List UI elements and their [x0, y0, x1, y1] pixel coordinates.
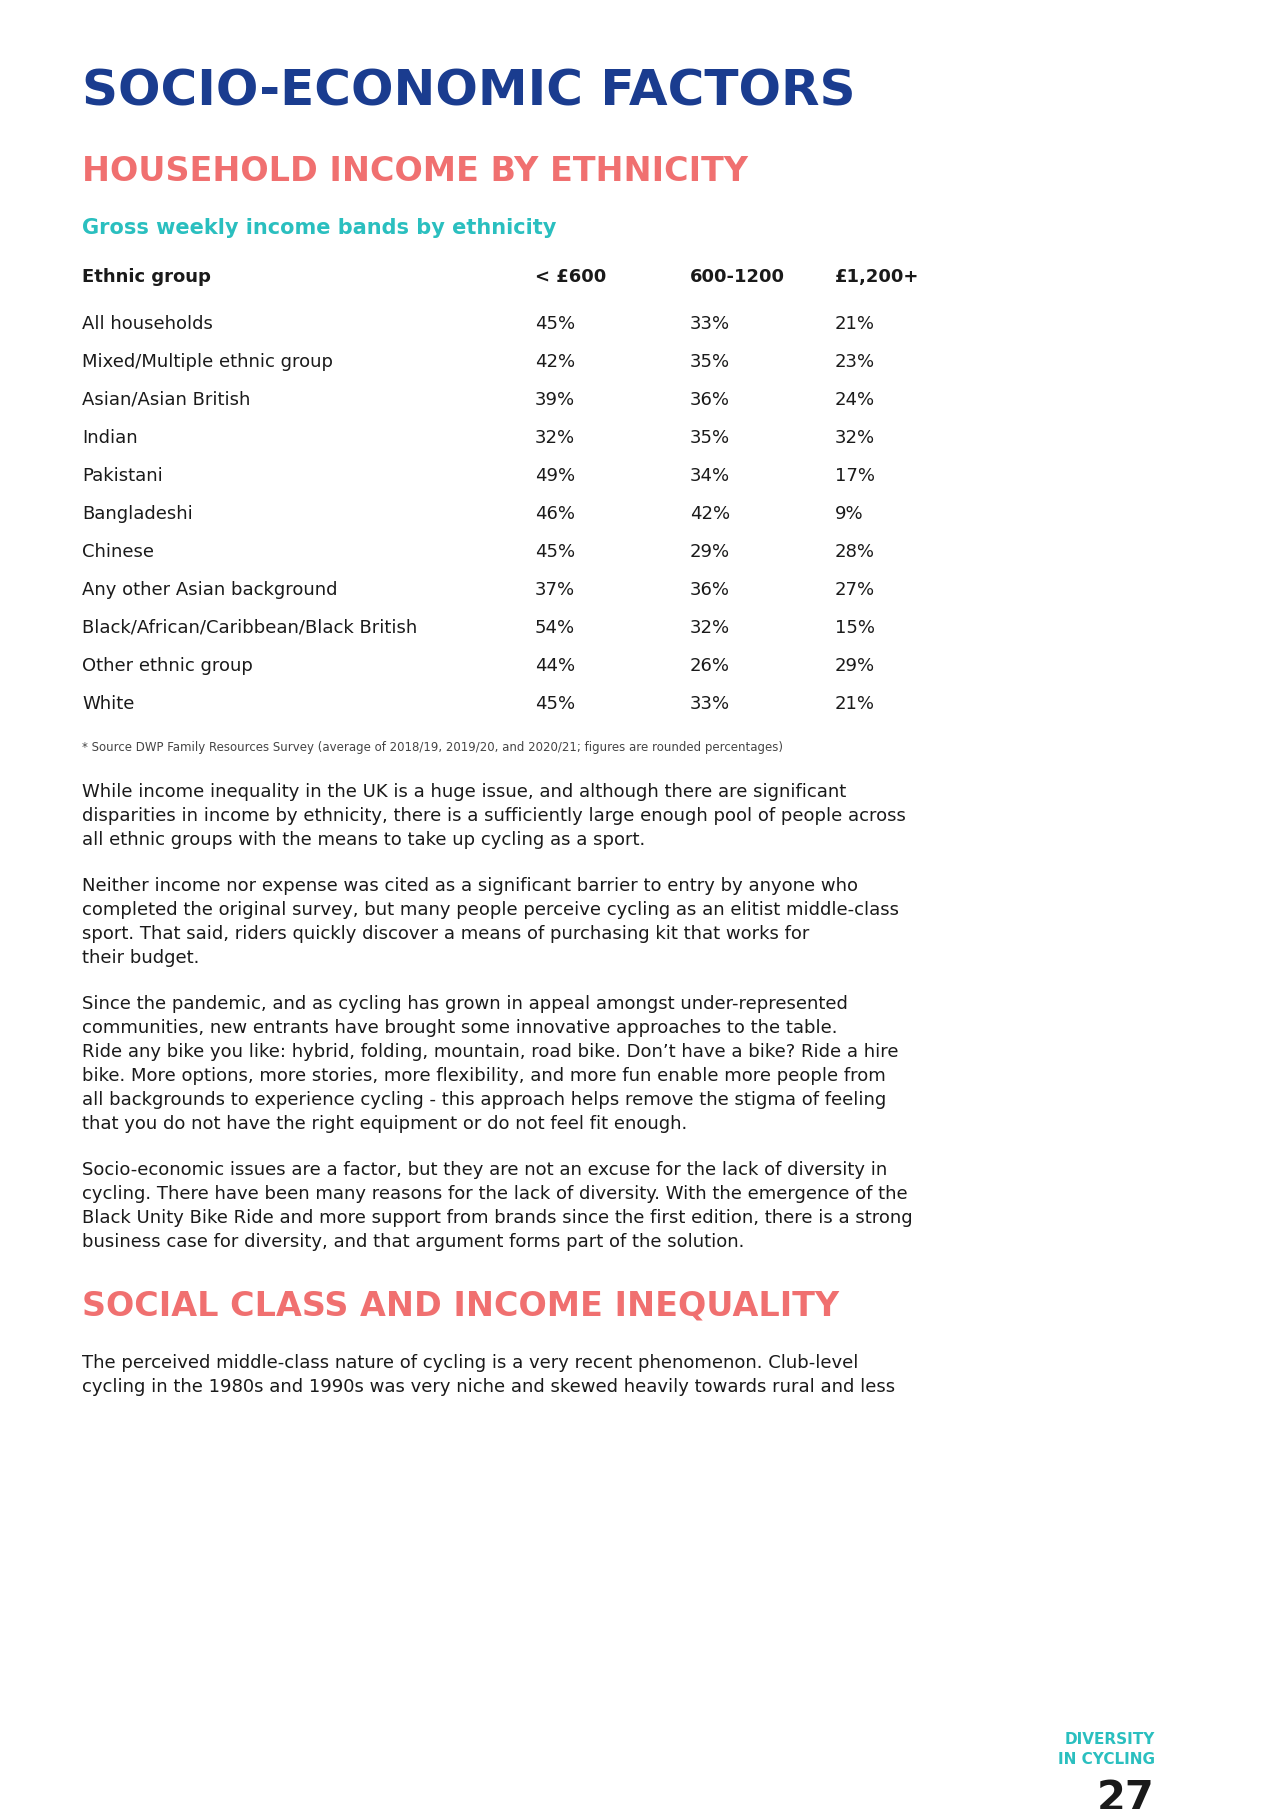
Text: £1,200+: £1,200+	[835, 268, 919, 286]
Text: cycling in the 1980s and 1990s was very niche and skewed heavily towards rural a: cycling in the 1980s and 1990s was very …	[82, 1378, 895, 1397]
Text: Since the pandemic, and as cycling has grown in appeal amongst under-represented: Since the pandemic, and as cycling has g…	[82, 995, 847, 1013]
Text: Gross weekly income bands by ethnicity: Gross weekly income bands by ethnicity	[82, 219, 557, 239]
Text: IN CYCLING: IN CYCLING	[1059, 1751, 1155, 1767]
Text: sport. That said, riders quickly discover a means of purchasing kit that works f: sport. That said, riders quickly discove…	[82, 924, 809, 942]
Text: all backgrounds to experience cycling - this approach helps remove the stigma of: all backgrounds to experience cycling - …	[82, 1091, 886, 1109]
Text: bike. More options, more stories, more flexibility, and more fun enable more peo: bike. More options, more stories, more f…	[82, 1067, 886, 1085]
Text: 32%: 32%	[835, 429, 876, 447]
Text: 42%: 42%	[535, 353, 575, 371]
Text: Pakistani: Pakistani	[82, 467, 163, 485]
Text: All households: All households	[82, 315, 212, 333]
Text: 54%: 54%	[535, 619, 575, 637]
Text: 36%: 36%	[690, 391, 730, 409]
Text: communities, new entrants have brought some innovative approaches to the table.: communities, new entrants have brought s…	[82, 1018, 837, 1037]
Text: Other ethnic group: Other ethnic group	[82, 657, 253, 675]
Text: 21%: 21%	[835, 695, 876, 713]
Text: 17%: 17%	[835, 467, 876, 485]
Text: SOCIAL CLASS AND INCOME INEQUALITY: SOCIAL CLASS AND INCOME INEQUALITY	[82, 1290, 840, 1322]
Text: disparities in income by ethnicity, there is a sufficiently large enough pool of: disparities in income by ethnicity, ther…	[82, 807, 906, 825]
Text: Black/African/Caribbean/Black British: Black/African/Caribbean/Black British	[82, 619, 417, 637]
Text: SOCIO-ECONOMIC FACTORS: SOCIO-ECONOMIC FACTORS	[82, 69, 855, 116]
Text: 44%: 44%	[535, 657, 575, 675]
Text: 45%: 45%	[535, 315, 575, 333]
Text: Black Unity Bike Ride and more support from brands since the first edition, ther: Black Unity Bike Ride and more support f…	[82, 1208, 913, 1227]
Text: 26%: 26%	[690, 657, 730, 675]
Text: < £600: < £600	[535, 268, 607, 286]
Text: 36%: 36%	[690, 581, 730, 599]
Text: Chinese: Chinese	[82, 543, 154, 561]
Text: 37%: 37%	[535, 581, 575, 599]
Text: * Source DWP Family Resources Survey (average of 2018/19, 2019/20, and 2020/21; : * Source DWP Family Resources Survey (av…	[82, 742, 783, 754]
Text: Mixed/Multiple ethnic group: Mixed/Multiple ethnic group	[82, 353, 333, 371]
Text: their budget.: their budget.	[82, 950, 200, 968]
Text: all ethnic groups with the means to take up cycling as a sport.: all ethnic groups with the means to take…	[82, 830, 645, 848]
Text: HOUSEHOLD INCOME BY ETHNICITY: HOUSEHOLD INCOME BY ETHNICITY	[82, 156, 748, 188]
Text: 33%: 33%	[690, 695, 730, 713]
Text: Neither income nor expense was cited as a significant barrier to entry by anyone: Neither income nor expense was cited as …	[82, 877, 858, 895]
Text: 32%: 32%	[690, 619, 730, 637]
Text: 21%: 21%	[835, 315, 876, 333]
Text: cycling. There have been many reasons for the lack of diversity. With the emerge: cycling. There have been many reasons fo…	[82, 1185, 908, 1203]
Text: 24%: 24%	[835, 391, 876, 409]
Text: 32%: 32%	[535, 429, 575, 447]
Text: Ethnic group: Ethnic group	[82, 268, 211, 286]
Text: 33%: 33%	[690, 315, 730, 333]
Text: 29%: 29%	[835, 657, 876, 675]
Text: completed the original survey, but many people perceive cycling as an elitist mi: completed the original survey, but many …	[82, 901, 899, 919]
Text: 9%: 9%	[835, 505, 864, 523]
Text: 46%: 46%	[535, 505, 575, 523]
Text: The perceived middle-class nature of cycling is a very recent phenomenon. Club-l: The perceived middle-class nature of cyc…	[82, 1353, 859, 1371]
Text: 39%: 39%	[535, 391, 575, 409]
Text: business case for diversity, and that argument forms part of the solution.: business case for diversity, and that ar…	[82, 1234, 745, 1252]
Text: Asian/Asian British: Asian/Asian British	[82, 391, 251, 409]
Text: Socio-economic issues are a factor, but they are not an excuse for the lack of d: Socio-economic issues are a factor, but …	[82, 1161, 887, 1179]
Text: 35%: 35%	[690, 429, 730, 447]
Text: While income inequality in the UK is a huge issue, and although there are signif: While income inequality in the UK is a h…	[82, 783, 846, 801]
Text: 23%: 23%	[835, 353, 876, 371]
Text: 35%: 35%	[690, 353, 730, 371]
Text: 45%: 45%	[535, 543, 575, 561]
Text: 42%: 42%	[690, 505, 730, 523]
Text: 27%: 27%	[835, 581, 876, 599]
Text: 45%: 45%	[535, 695, 575, 713]
Text: 600-1200: 600-1200	[690, 268, 785, 286]
Text: 15%: 15%	[835, 619, 876, 637]
Text: that you do not have the right equipment or do not feel fit enough.: that you do not have the right equipment…	[82, 1114, 687, 1132]
Text: Ride any bike you like: hybrid, folding, mountain, road bike. Don’t have a bike?: Ride any bike you like: hybrid, folding,…	[82, 1044, 899, 1062]
Text: Bangladeshi: Bangladeshi	[82, 505, 193, 523]
Text: 28%: 28%	[835, 543, 876, 561]
Text: DIVERSITY: DIVERSITY	[1065, 1731, 1155, 1747]
Text: 49%: 49%	[535, 467, 575, 485]
Text: 34%: 34%	[690, 467, 730, 485]
Text: 27: 27	[1097, 1778, 1155, 1809]
Text: 29%: 29%	[690, 543, 730, 561]
Text: Indian: Indian	[82, 429, 138, 447]
Text: White: White	[82, 695, 134, 713]
Text: Any other Asian background: Any other Asian background	[82, 581, 338, 599]
